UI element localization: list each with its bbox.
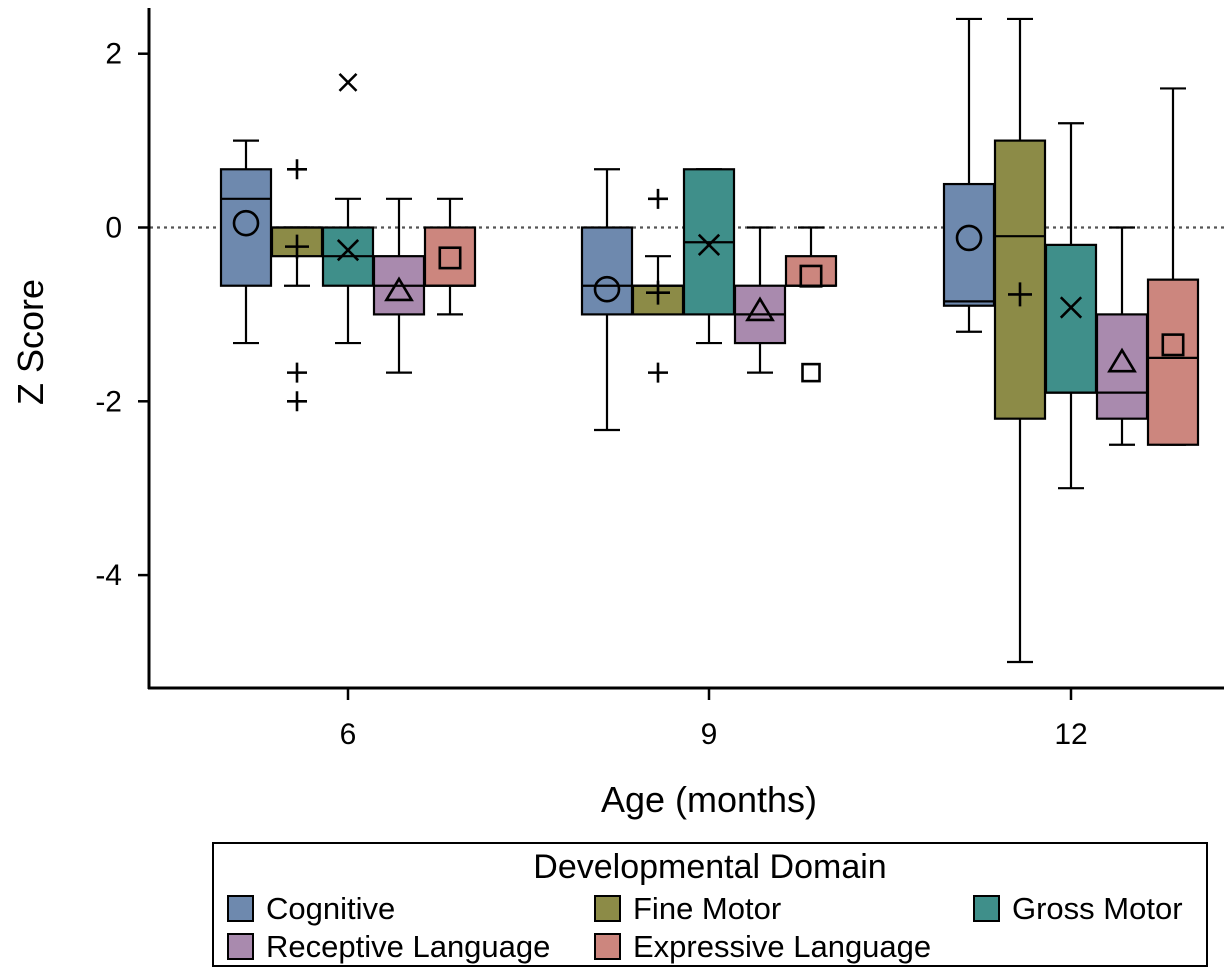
legend-item: Fine Motor [594,891,781,926]
legend-label: Fine Motor [633,891,781,926]
outlier-marker [287,391,307,412]
legend: Developmental Domain Cognitive Fine Motor… [212,842,1208,967]
legend-label: Receptive Language [266,929,550,964]
mean-marker [1059,296,1083,319]
box [993,139,1047,420]
legend-item: Expressive Language [594,929,931,964]
box-group [1146,87,1200,446]
box-group [423,197,477,316]
legend-swatch [227,933,254,960]
mean-marker [799,264,823,288]
legend-swatch [227,895,254,922]
box [784,255,838,287]
mean-marker [285,234,309,259]
legend-item: Gross Motor [973,891,1183,926]
x-axis-title: Age (months) [601,779,817,820]
box-group [631,188,685,383]
box-group [1095,226,1149,446]
box-group [321,72,375,345]
mean-marker [438,246,462,270]
outlier-marker [648,362,668,383]
legend-label: Gross Motor [1012,891,1183,926]
legend-items: Cognitive Fine Motor Gross Motor Receptive … [227,891,1183,964]
legend-item: Cognitive [227,891,395,926]
mean-marker [646,280,670,305]
box-group [733,226,787,374]
box [423,226,477,287]
outlier-marker [287,362,307,383]
y-tick-label: -4 [95,559,122,592]
legend-label: Expressive Language [633,929,931,964]
outlier-marker [338,72,358,92]
mean-marker [1161,333,1185,357]
mean-marker [593,275,621,303]
legend-swatch [594,933,621,960]
outlier-marker [287,159,307,180]
box [1095,313,1149,420]
y-axis-ticks: 2 0 -2 -4 [95,38,149,592]
x-tick-label: 9 [701,718,718,751]
box-group [1044,122,1098,490]
box-group [372,197,426,374]
legend-swatch [594,895,621,922]
mean-marker [1008,282,1032,307]
legend-frame [212,842,1208,967]
box [942,182,996,307]
outlier-marker [648,188,668,209]
box-group [784,226,838,383]
mean-marker [745,296,775,322]
box [1146,278,1200,446]
y-tick-label: 2 [105,38,122,71]
mean-marker [336,238,360,262]
mean-marker [384,276,414,302]
x-tick-label: 6 [340,718,357,751]
x-tick-label: 12 [1054,718,1087,751]
mean-marker [955,224,983,252]
box [1044,243,1098,394]
y-axis-title: Z Score [10,279,51,405]
box-group [942,17,996,333]
x-axis-ticks: 6 9 12 [340,689,1088,751]
plot-area [150,17,1224,664]
box [219,168,273,287]
outlier-marker [801,362,821,383]
box-group [993,17,1047,664]
box-group [270,159,324,412]
legend-title: Developmental Domain [533,848,886,886]
legend-item: Receptive Language [227,929,550,964]
mean-marker [232,209,260,237]
legend-swatch [973,895,1000,922]
mean-marker [1107,347,1137,373]
y-tick-label: -2 [95,385,122,418]
legend-label: Cognitive [266,891,395,926]
mean-marker [697,233,721,256]
box-group [682,168,736,345]
y-tick-label: 0 [105,212,122,245]
box-group [219,139,273,345]
box-group [580,168,634,432]
